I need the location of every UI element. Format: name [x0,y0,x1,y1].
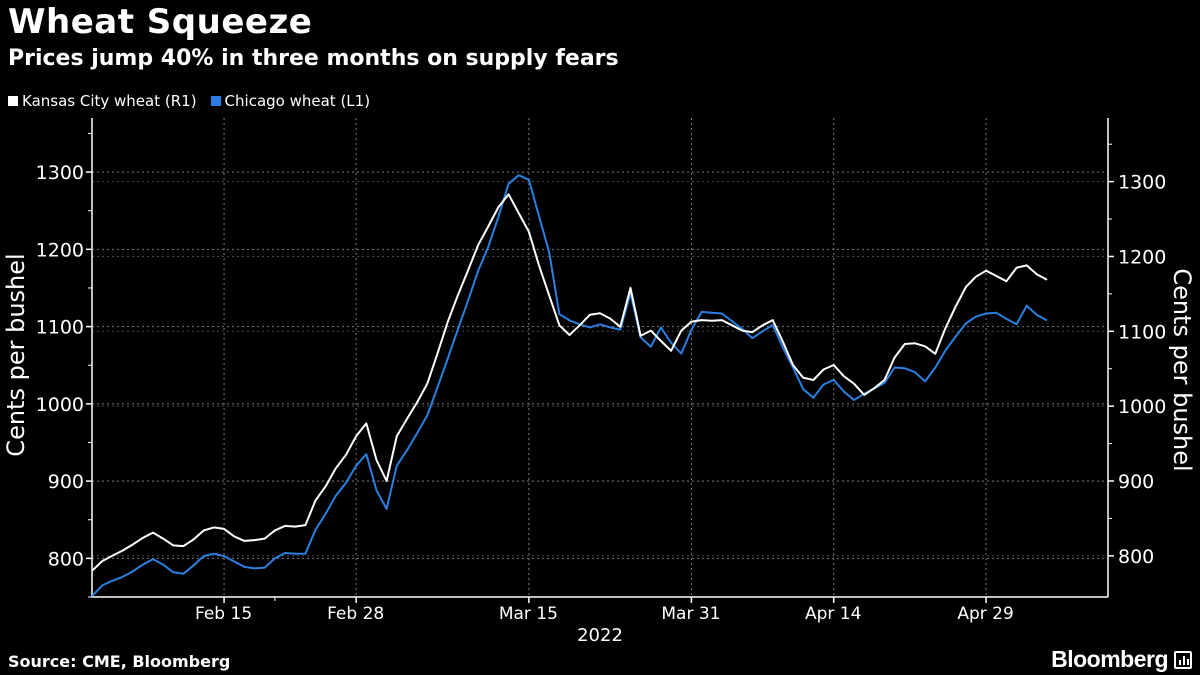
series-line-chicago [91,174,1048,597]
x-tick-label: Apr 14 [805,604,861,624]
chart-subtitle: Prices jump 40% in three months on suppl… [8,46,619,71]
left-tick-label: 1100 [36,317,84,339]
right-tick-label: 1300 [1118,172,1166,194]
legend-item-kansas: Kansas City wheat (R1) [8,92,197,110]
right-tick-label: 800 [1118,546,1154,568]
x-tick-label: Feb 15 [195,604,252,624]
chart-title: Wheat Squeeze [8,2,313,42]
right-axis-label: Cents per bushel [1168,268,1196,471]
left-tick-label: 1200 [36,239,84,261]
source-note: Source: CME, Bloomberg [8,652,231,671]
left-tick-label: 800 [48,548,84,570]
left-tick-label: 1300 [36,162,84,184]
x-tick-label: Feb 28 [327,604,384,624]
legend-label-kansas: Kansas City wheat (R1) [22,92,197,110]
bloomberg-logo: Bloomberg [1051,646,1192,673]
right-tick-label: 1000 [1118,396,1166,418]
x-tick-label: Mar 31 [661,604,720,624]
series-line-kansas-city [91,193,1048,572]
axes: Feb 15 Feb 28 Mar 15 Mar 31 Apr 14 Apr 29 800 9… [36,118,1166,624]
legend-label-chicago: Chicago wheat (L1) [224,92,371,110]
right-tick-label: 900 [1118,471,1154,493]
x-axis-year-label: 2022 [577,625,623,646]
left-tick-label: 1000 [36,394,84,416]
chart-legend: Kansas City wheat (R1) Chicago wheat (L1… [8,92,370,110]
left-axis-label: Cents per bushel [2,253,30,456]
x-tick-label: Apr 29 [957,604,1013,624]
bloomberg-chart-icon [1174,650,1192,669]
series-lines [91,174,1048,597]
x-tick-label: Mar 15 [499,604,558,624]
legend-swatch-chicago [210,96,221,106]
legend-item-chicago: Chicago wheat (L1) [210,92,371,110]
grid-lines [92,118,1108,597]
left-tick-label: 900 [48,471,84,493]
bloomberg-logo-text: Bloomberg [1051,646,1168,672]
right-tick-label: 1200 [1118,246,1166,268]
right-tick-label: 1100 [1118,321,1166,343]
legend-swatch-kansas [8,96,18,106]
